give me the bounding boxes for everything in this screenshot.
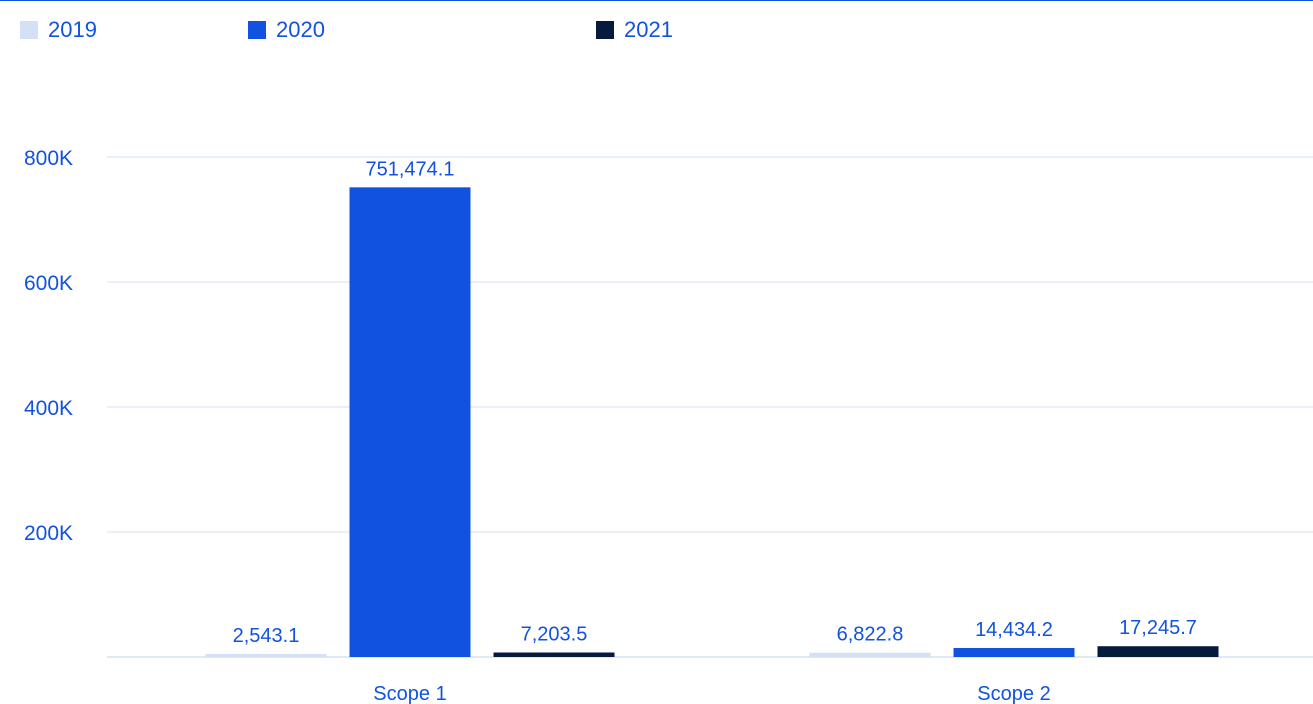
data-label: 14,434.2 [975,619,1053,641]
legend-item-2020: 2020 [248,18,325,42]
y-tick-label: 400K [24,397,73,420]
x-tick-label: Scope 2 [977,683,1050,704]
bar-2019-scope-1 [205,654,327,657]
legend-label-2021: 2021 [624,17,673,42]
legend-swatch-2019 [20,21,38,39]
legend-swatch-2021 [596,21,614,39]
bar-2019-scope-2 [809,652,931,657]
bar-2021-scope-2 [1097,646,1219,657]
legend-label-2020: 2020 [276,17,325,42]
data-label: 7,203.5 [521,623,588,645]
y-tick-label: 800K [24,147,73,170]
bar-2020-scope-1 [349,187,471,658]
data-label: 2,543.1 [233,625,300,647]
bar-2020-scope-2 [953,647,1075,657]
y-tick-label: 200K [24,522,73,545]
legend-label-2019: 2019 [48,17,97,42]
y-tick-label: 600K [24,272,73,295]
top-rule [0,0,1313,1]
data-label: 6,822.8 [837,624,904,646]
bar-2021-scope-1 [493,652,615,657]
legend-swatch-2020 [248,21,266,39]
legend-item-2021: 2021 [596,18,673,42]
data-label: 751,474.1 [366,158,455,180]
data-label: 17,245.7 [1119,617,1197,639]
legend-item-2019: 2019 [20,18,97,42]
x-tick-label: Scope 1 [373,683,446,704]
